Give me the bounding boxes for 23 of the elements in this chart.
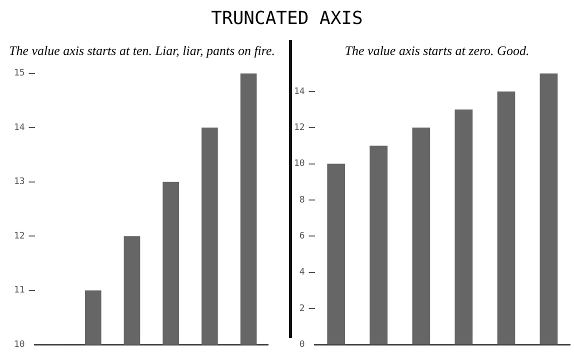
- chart-subtitle: The value axis starts at ten. Liar, liar, pants on fire.: [8, 42, 276, 60]
- bar: [454, 110, 473, 344]
- y-tick-label: 6: [299, 231, 305, 242]
- y-tick-label: 14: [294, 86, 305, 97]
- y-tick-label: 11: [14, 286, 25, 296]
- bar: [412, 128, 430, 344]
- bar: [370, 146, 388, 344]
- y-tick-label: 10: [14, 340, 25, 350]
- y-tick-label: 2: [299, 304, 305, 314]
- bar: [497, 91, 516, 344]
- y-tick-label: 12: [294, 122, 305, 133]
- y-tick-label: 15: [14, 68, 25, 79]
- y-tick-label: 8: [299, 195, 305, 206]
- y-tick-label: 0: [299, 340, 305, 350]
- y-tick-label: 14: [14, 122, 25, 133]
- y-tick-label: 13: [14, 177, 25, 188]
- chart-subtitle: The value axis starts at zero. Good.: [344, 42, 530, 60]
- y-tick-label: 12: [14, 231, 25, 242]
- chart-title: TRUNCATED AXIS: [210, 8, 364, 29]
- y-tick-label: 4: [299, 268, 305, 278]
- bar: [540, 73, 558, 344]
- y-tick-label: 10: [294, 159, 305, 170]
- bar: [327, 164, 346, 344]
